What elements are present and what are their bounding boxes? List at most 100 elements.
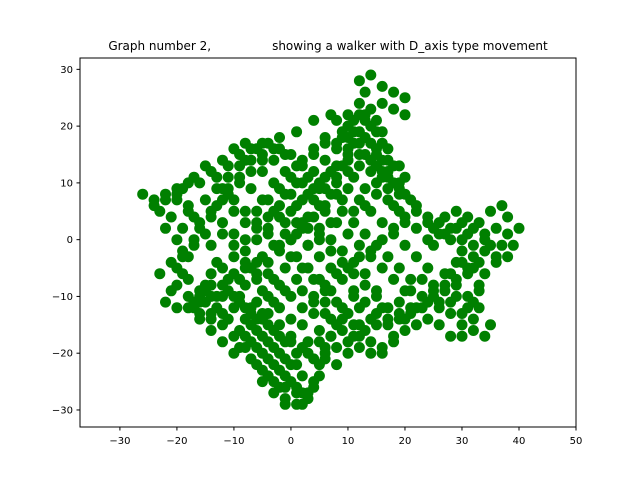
- data-point: [188, 296, 200, 308]
- data-point: [296, 285, 308, 297]
- data-point: [199, 160, 211, 172]
- data-point: [388, 103, 400, 115]
- data-point: [222, 160, 234, 172]
- data-point: [251, 313, 263, 325]
- data-point: [336, 205, 348, 217]
- data-point: [353, 251, 365, 263]
- data-point: [268, 342, 280, 353]
- data-point: [399, 239, 411, 251]
- data-point: [359, 268, 371, 280]
- y-tick-label: 30: [60, 65, 73, 76]
- data-point: [217, 279, 228, 291]
- data-point: [353, 160, 365, 172]
- data-point: [473, 256, 485, 268]
- data-point: [217, 290, 228, 302]
- data-point: [382, 154, 394, 166]
- data-point: [211, 256, 223, 268]
- data-point: [211, 171, 223, 183]
- data-point: [376, 217, 388, 229]
- data-point: [331, 359, 343, 371]
- data-point: [268, 154, 280, 166]
- y-tick-label: 10: [60, 178, 73, 189]
- data-point: [319, 308, 331, 319]
- data-point: [410, 222, 422, 234]
- data-point: [268, 376, 280, 388]
- y-axis: −30 −20 −10 0 10 20 30: [52, 65, 80, 416]
- data-point: [325, 330, 337, 342]
- data-point: [319, 205, 331, 217]
- data-point: [371, 319, 382, 331]
- data-point: [291, 228, 303, 240]
- data-point: [319, 353, 331, 365]
- data-point: [171, 302, 183, 314]
- x-tick-label: 0: [288, 436, 294, 447]
- data-point: [496, 239, 508, 251]
- data-point: [194, 308, 206, 319]
- data-point: [342, 262, 354, 274]
- data-point: [279, 370, 291, 382]
- data-point: [502, 211, 514, 223]
- data-point: [490, 256, 502, 268]
- data-point: [342, 132, 354, 143]
- data-point: [376, 80, 388, 92]
- data-point: [234, 342, 246, 353]
- data-point: [274, 132, 285, 143]
- data-point: [291, 359, 303, 371]
- data-point: [302, 171, 314, 183]
- data-point: [331, 296, 343, 308]
- data-point: [393, 262, 405, 274]
- x-tick-label: −30: [109, 436, 130, 447]
- data-point: [319, 132, 331, 143]
- data-point: [279, 149, 291, 160]
- data-point: [268, 387, 280, 399]
- data-point: [279, 166, 291, 177]
- data-point: [359, 228, 371, 240]
- data-point: [467, 325, 479, 336]
- data-point: [308, 273, 320, 285]
- data-point: [296, 398, 308, 410]
- data-point: [285, 336, 297, 348]
- data-point: [256, 154, 268, 166]
- data-point: [376, 137, 388, 149]
- data-point: [467, 222, 479, 234]
- data-point: [177, 268, 189, 280]
- data-point: [279, 262, 291, 274]
- chart-title: Graph number 2, showing a walker with D_…: [108, 39, 548, 53]
- data-point: [291, 200, 303, 212]
- data-point: [399, 325, 411, 336]
- data-point: [456, 308, 468, 319]
- data-point: [256, 330, 268, 342]
- data-point: [234, 325, 246, 336]
- data-point: [473, 285, 485, 297]
- data-point: [239, 217, 251, 229]
- data-point: [359, 114, 371, 126]
- data-point: [160, 296, 171, 308]
- data-point: [205, 239, 217, 251]
- data-point: [239, 205, 251, 217]
- data-point: [342, 143, 354, 155]
- data-point: [388, 222, 400, 234]
- data-point: [502, 251, 514, 263]
- data-point: [456, 319, 468, 331]
- data-point: [268, 205, 280, 217]
- data-point: [205, 268, 217, 280]
- data-point: [365, 69, 377, 81]
- data-point: [450, 273, 462, 285]
- data-point: [228, 239, 240, 251]
- data-point: [217, 217, 228, 229]
- data-point: [296, 342, 308, 353]
- data-point: [239, 262, 251, 274]
- data-point: [450, 222, 462, 234]
- data-point: [262, 228, 274, 240]
- data-point: [359, 325, 371, 336]
- data-point: [382, 194, 394, 206]
- data-point: [388, 273, 400, 285]
- data-point: [154, 268, 166, 280]
- data-point: [182, 251, 194, 263]
- data-point: [428, 239, 439, 251]
- data-point: [433, 319, 445, 331]
- data-point: [274, 330, 285, 342]
- data-point: [399, 285, 411, 297]
- data-point: [353, 75, 365, 87]
- data-point: [228, 268, 240, 280]
